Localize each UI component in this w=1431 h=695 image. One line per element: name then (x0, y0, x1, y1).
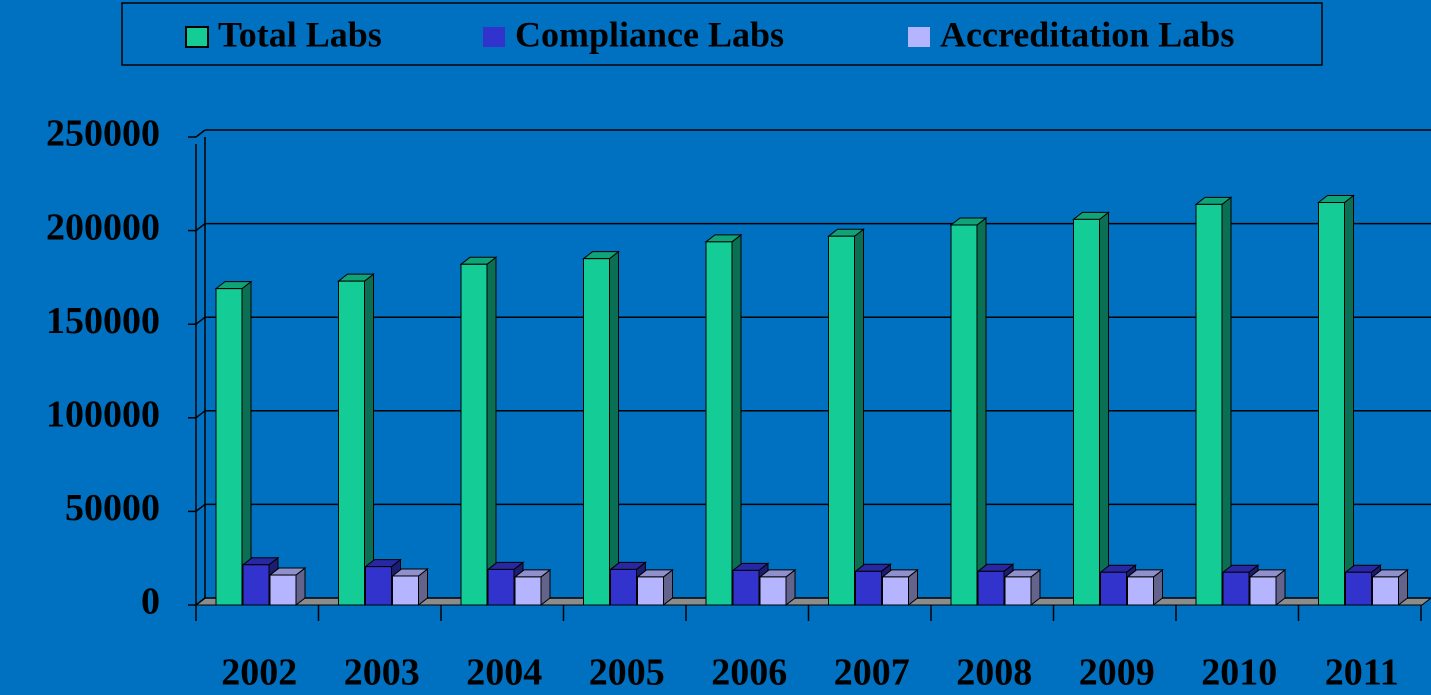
bar (391, 567, 429, 607)
grid-line (195, 223, 206, 232)
bar (268, 567, 307, 607)
bar-front (855, 570, 882, 606)
x-tick-label: 2003 (344, 652, 420, 694)
bar-side (241, 280, 252, 607)
bar-front (460, 263, 488, 606)
bar-front (1127, 576, 1154, 606)
bar (636, 568, 674, 607)
bar (582, 250, 620, 607)
bar (1317, 194, 1355, 607)
bar-front (1372, 576, 1399, 606)
bar (1003, 568, 1042, 607)
bar-front (1073, 218, 1100, 606)
legend-swatch (185, 26, 209, 48)
bar-side (486, 256, 497, 607)
grid-line (195, 410, 206, 419)
legend: Total Labs Compliance Labs Accreditation L… (185, 14, 1234, 54)
bar (949, 216, 988, 607)
bar (976, 563, 1015, 607)
bar-side (854, 228, 864, 607)
bar-side (609, 250, 619, 607)
grid-line (195, 503, 206, 512)
x-tick-label: 2006 (711, 652, 787, 694)
x-tick-label: 2010 (1201, 652, 1277, 694)
x-tick-label: 2002 (221, 652, 297, 694)
x-tick-label: 2007 (834, 652, 910, 694)
bar (1248, 568, 1287, 607)
bar (459, 256, 498, 607)
legend-box (121, 2, 1323, 66)
bar (704, 233, 743, 607)
bar-front (487, 568, 515, 606)
bar-front (1222, 571, 1250, 606)
y-tick-label: 0 (141, 581, 160, 623)
bar-front (392, 575, 419, 606)
bar-front (365, 566, 392, 606)
bar (1194, 196, 1233, 607)
bar-front (1318, 202, 1345, 606)
bar (1126, 568, 1164, 607)
x-tick-label: 2005 (589, 652, 665, 694)
bar-front (759, 576, 787, 606)
bar-side (364, 273, 374, 607)
bar-front (950, 224, 978, 606)
bar-front (732, 569, 760, 606)
bar-front (828, 235, 855, 606)
bar-side (1099, 211, 1109, 607)
y-tick-label: 250000 (46, 113, 160, 155)
bar (881, 568, 919, 607)
legend-swatch (483, 27, 505, 47)
legend-label: Total Labs (218, 14, 382, 54)
bar (827, 228, 865, 607)
y-tick-label: 150000 (46, 300, 160, 342)
bar-side (1221, 196, 1232, 607)
bar-front (242, 564, 270, 606)
bar (337, 273, 375, 607)
legend-label: Accreditation Labs (940, 14, 1234, 54)
grid-line (195, 129, 206, 138)
x-tick-label: 2009 (1079, 652, 1155, 694)
y-tick-label: 200000 (46, 206, 160, 248)
bar-front (637, 576, 664, 606)
legend-label: Compliance Labs (515, 14, 784, 54)
bar-front (583, 258, 610, 606)
bar-front (1004, 576, 1032, 606)
y-tick-label: 100000 (46, 394, 160, 436)
bar-front (1195, 203, 1223, 606)
bar-front (705, 241, 733, 606)
y-tick-label: 50000 (65, 487, 160, 529)
bar-front (338, 280, 365, 606)
bar (758, 568, 797, 607)
bar-front (1100, 571, 1127, 606)
grid-line (195, 597, 206, 606)
bar-front (215, 288, 243, 606)
bar (1072, 211, 1110, 607)
bar-side (976, 216, 987, 607)
grid-line (195, 316, 206, 325)
x-tick-label: 2004 (466, 652, 542, 694)
bar (214, 280, 253, 607)
bar-front (610, 568, 637, 606)
bar-front (269, 574, 297, 606)
bar-front (514, 576, 542, 606)
bar (1371, 568, 1409, 607)
bar-front (1345, 571, 1372, 606)
legend-swatch (908, 27, 930, 47)
bar (513, 568, 552, 607)
bar-front (882, 576, 909, 606)
x-tick-label: 2008 (956, 652, 1032, 694)
bar-side (1344, 194, 1354, 607)
bar-side (731, 233, 742, 607)
bar-front (977, 570, 1005, 606)
bar-front (1249, 576, 1277, 606)
x-tick-label: 2011 (1325, 652, 1399, 694)
